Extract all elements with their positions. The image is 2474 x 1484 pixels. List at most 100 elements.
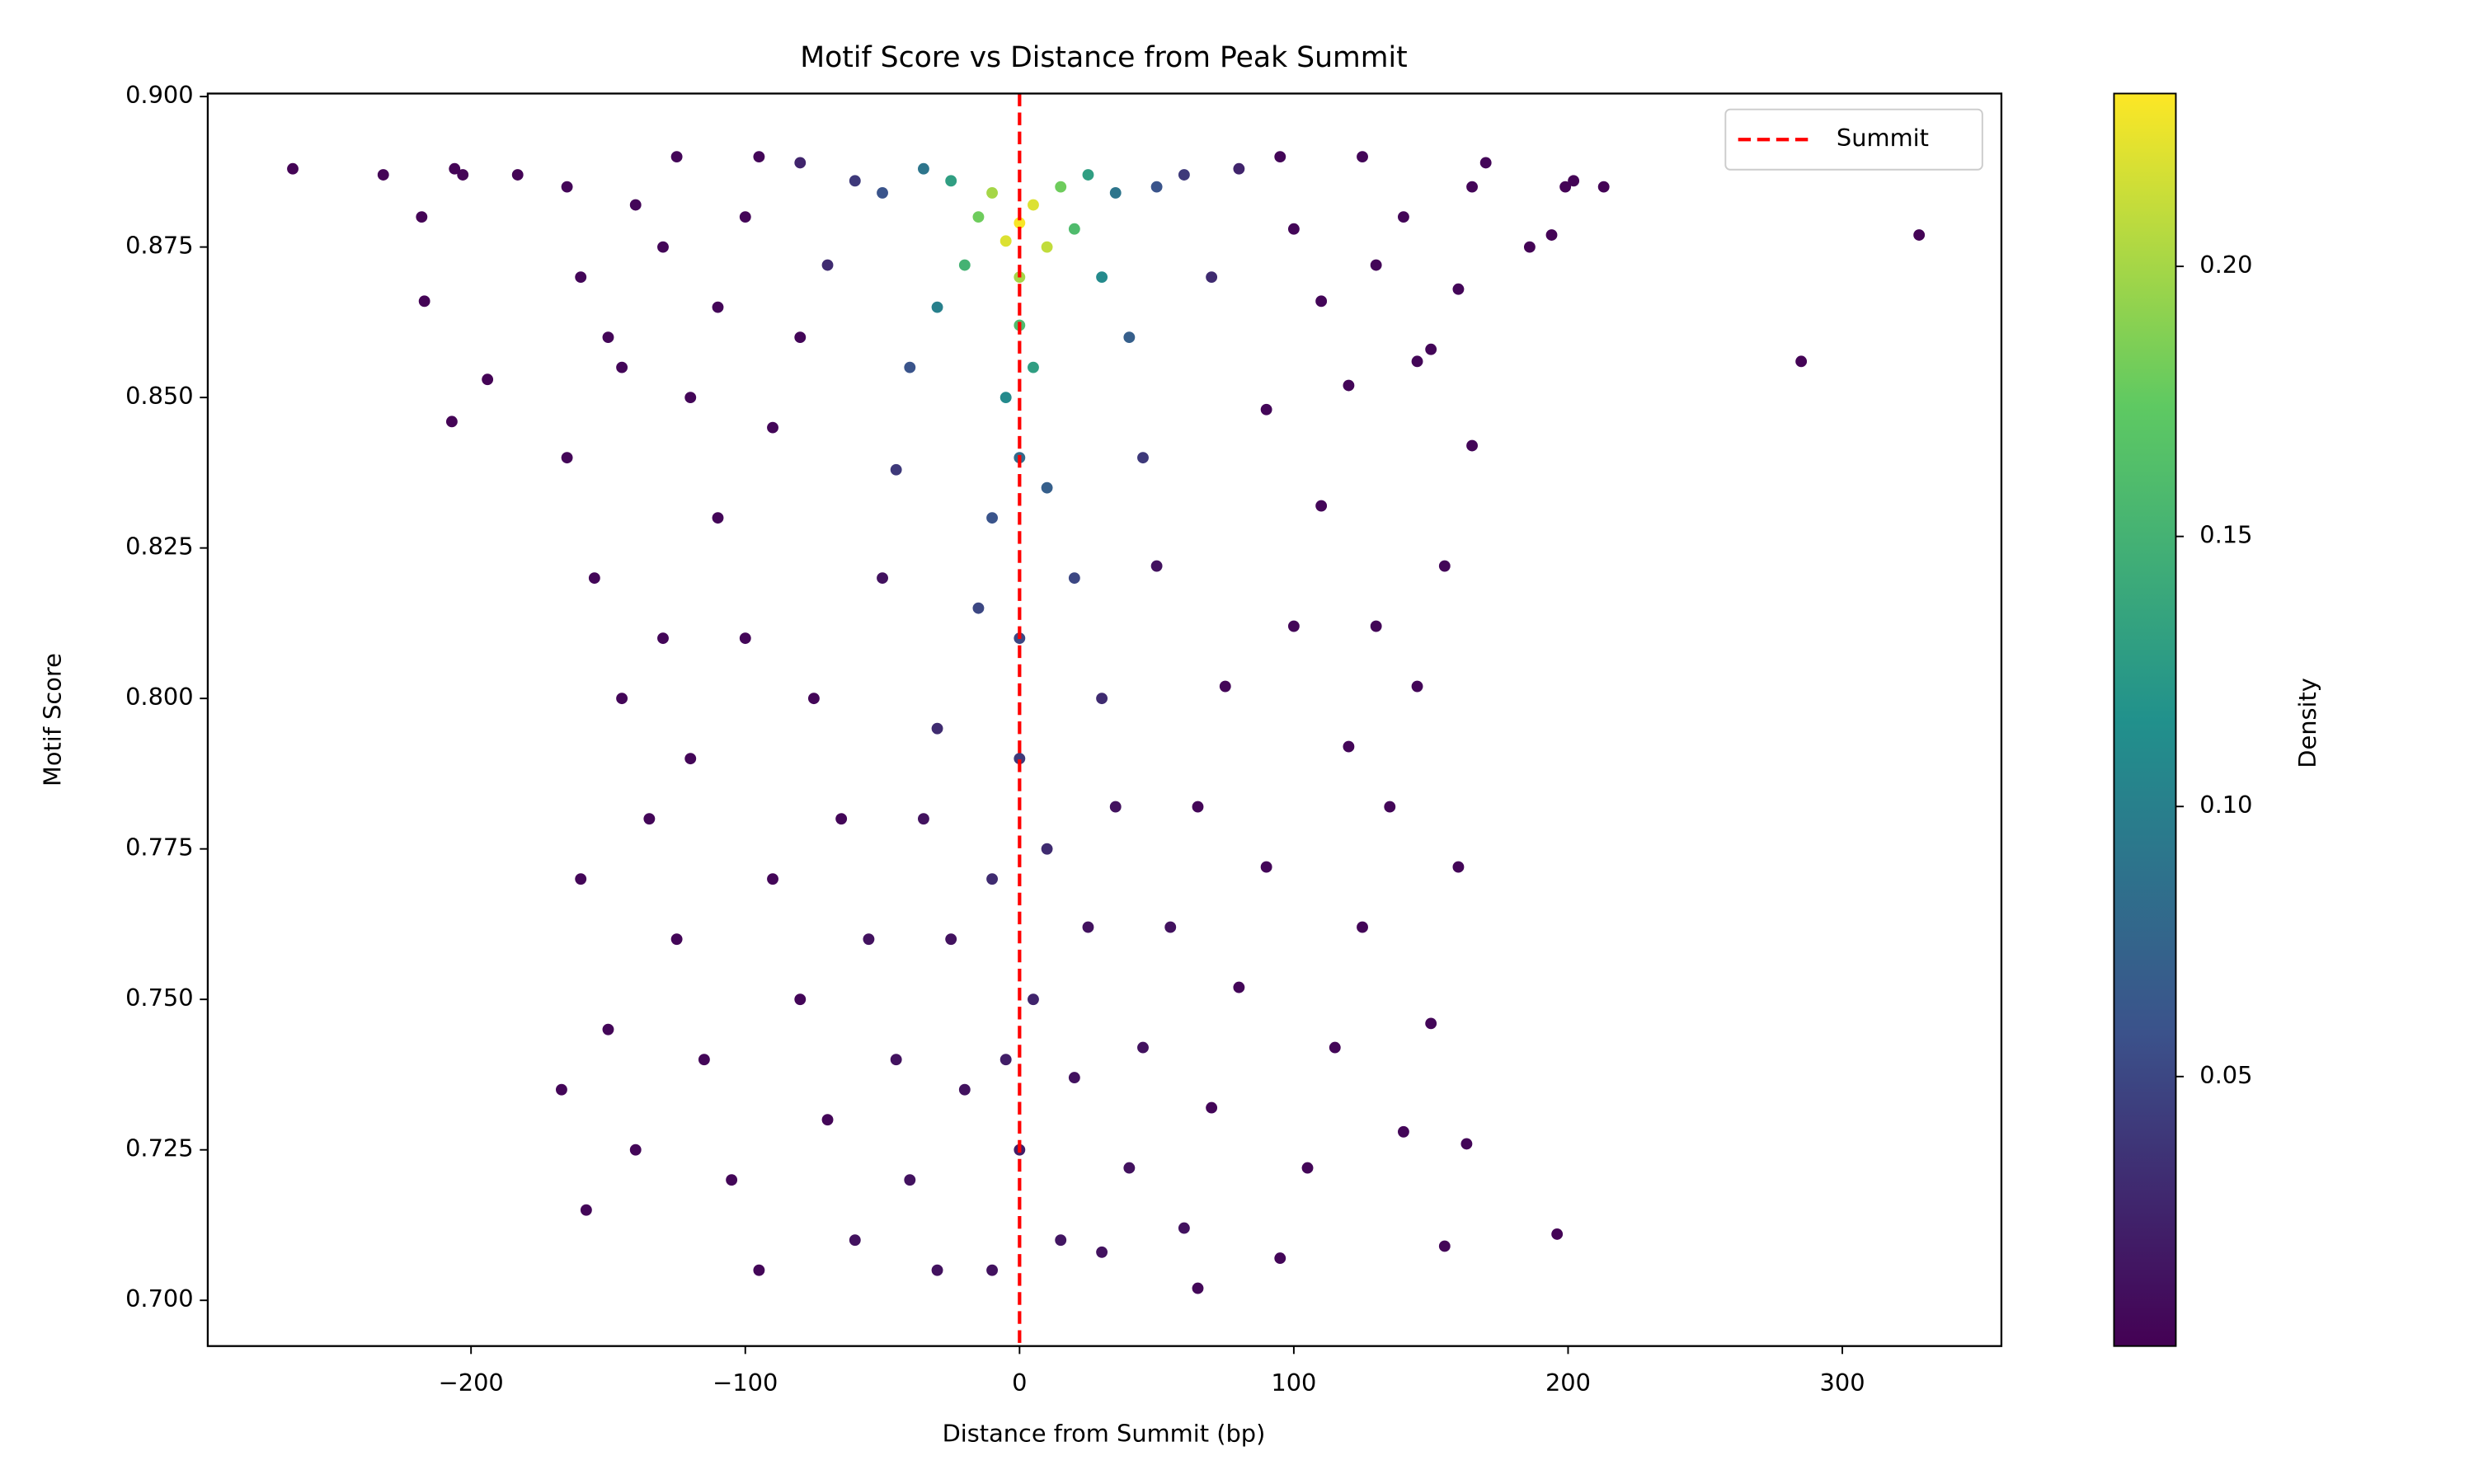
x-tick-label: −100 [713, 1369, 778, 1397]
colorbar-tick-label: 0.15 [2199, 521, 2252, 549]
point [1370, 620, 1382, 632]
y-tick-label: 0.900 [125, 81, 194, 109]
point [890, 463, 902, 476]
point [986, 1264, 998, 1276]
point [629, 1144, 642, 1156]
point [1096, 271, 1108, 284]
point [457, 169, 469, 181]
chart-title: Motif Score vs Distance from Peak Summit [800, 41, 1407, 74]
point [616, 361, 628, 373]
x-tick-label: 100 [1271, 1369, 1316, 1397]
point [1329, 1041, 1341, 1054]
point [1137, 1041, 1149, 1054]
point [657, 241, 669, 253]
point [931, 722, 943, 735]
point [602, 331, 614, 344]
point [1028, 993, 1039, 1006]
point [1357, 921, 1368, 933]
point [807, 693, 820, 705]
point [877, 186, 888, 199]
point [918, 162, 929, 175]
point [1384, 801, 1396, 813]
point [1425, 343, 1437, 355]
points [287, 151, 1926, 1294]
point [1192, 1282, 1204, 1294]
point [821, 1114, 834, 1126]
point [945, 933, 957, 946]
point [712, 512, 724, 524]
point [1014, 753, 1026, 765]
point [287, 162, 299, 175]
point [1398, 211, 1409, 223]
point [918, 813, 929, 825]
point [863, 933, 875, 946]
point [1164, 921, 1177, 933]
point [1559, 181, 1572, 193]
point [1479, 157, 1492, 169]
point [1233, 162, 1245, 175]
point [1466, 181, 1478, 193]
x-tick-label: 0 [1012, 1369, 1027, 1397]
point [726, 1174, 738, 1186]
colorbar-tick-label: 0.20 [2199, 251, 2252, 279]
point [1411, 355, 1423, 368]
point [1452, 861, 1465, 873]
point [1425, 1017, 1437, 1030]
plot-frame [206, 92, 2003, 1347]
x-axis-label: Distance from Summit (bp) [943, 1419, 1266, 1447]
point [1206, 271, 1218, 284]
point [904, 1174, 916, 1186]
point [739, 211, 751, 223]
point [1343, 740, 1355, 753]
point [1041, 241, 1053, 253]
point [1466, 439, 1478, 452]
y-axis-label: Motif Score [38, 653, 66, 787]
point [986, 512, 998, 524]
point [1233, 981, 1245, 993]
point [1398, 1125, 1409, 1138]
point [684, 753, 697, 765]
point [629, 199, 642, 211]
point [449, 162, 461, 175]
point [753, 151, 765, 163]
point [1028, 199, 1039, 211]
point [1597, 181, 1610, 193]
point [575, 873, 587, 885]
point [712, 301, 724, 313]
point [1411, 680, 1423, 693]
point [945, 175, 957, 187]
point [1260, 861, 1272, 873]
point [1096, 693, 1108, 705]
point [670, 151, 683, 163]
point [1343, 379, 1355, 392]
point [602, 1023, 614, 1036]
point [482, 373, 494, 386]
point [561, 181, 573, 193]
point [972, 211, 985, 223]
point [1055, 181, 1067, 193]
point [1287, 620, 1300, 632]
colorbar-label: Density [2293, 678, 2321, 768]
legend-label: Summit [1837, 124, 1929, 152]
y-tick-label: 0.825 [125, 533, 194, 561]
point [1274, 1252, 1286, 1265]
point [1287, 223, 1300, 235]
point [1568, 175, 1580, 187]
point [1137, 452, 1149, 464]
point [999, 1054, 1012, 1066]
point [1123, 1162, 1136, 1174]
point [511, 169, 524, 181]
point [1082, 169, 1094, 181]
point [575, 271, 587, 284]
point [849, 175, 861, 187]
point [616, 693, 628, 705]
point [1068, 223, 1080, 235]
point [1206, 1101, 1218, 1114]
point [1438, 560, 1451, 572]
colorbar [2113, 92, 2177, 1347]
point [1041, 481, 1053, 494]
point [1014, 217, 1026, 229]
point [849, 1234, 861, 1247]
x-tick-label: 200 [1545, 1369, 1591, 1397]
